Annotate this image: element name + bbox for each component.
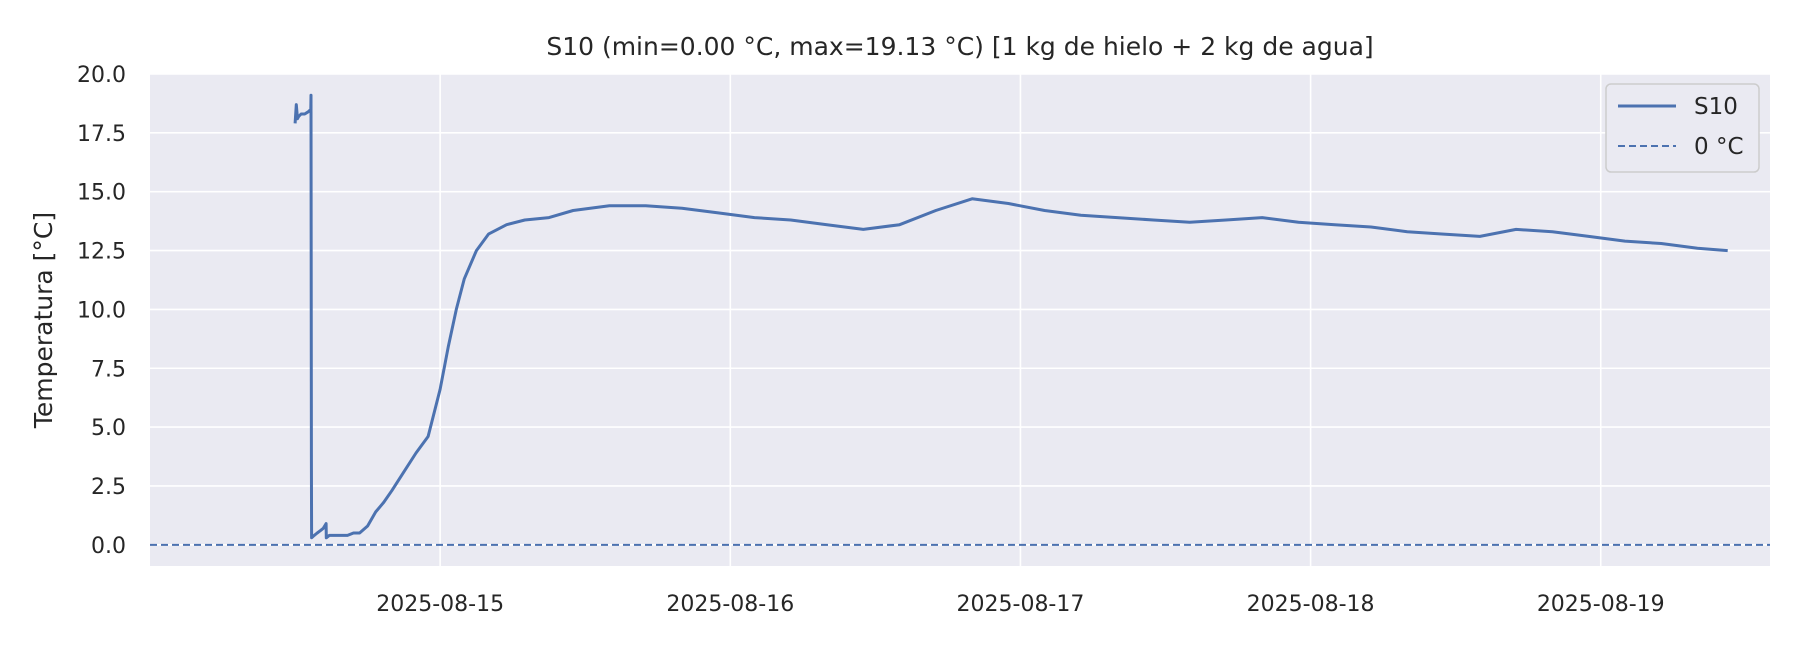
y-tick-label: 20.0: [77, 63, 126, 88]
x-tick-label: 2025-08-17: [957, 592, 1085, 617]
series-layer: [150, 93, 1770, 546]
y-tick-label: 0.0: [91, 534, 126, 559]
plot-area: [150, 74, 1770, 566]
x-tick-label: 2025-08-18: [1247, 592, 1375, 617]
y-tick-label: 15.0: [77, 181, 126, 206]
x-tick-labels: 2025-08-15 2025-08-16 2025-08-17 2025-08-18…: [376, 592, 1664, 617]
y-gridlines: [150, 73, 1770, 546]
legend-label-zero: 0 °C: [1694, 134, 1744, 160]
y-tick-label: 10.0: [77, 298, 126, 323]
x-tick-label: 2025-08-16: [666, 592, 794, 617]
legend: S10 0 °C: [1605, 83, 1760, 173]
y-tick-label: 17.5: [77, 122, 126, 147]
y-tick-label: 12.5: [77, 240, 126, 265]
x-tick-label: 2025-08-19: [1537, 592, 1665, 617]
legend-label-s10: S10: [1694, 94, 1738, 120]
y-tick-label: 2.5: [91, 475, 126, 500]
x-tick-label: 2025-08-15: [376, 592, 504, 617]
chart-title: S10 (min=0.00 °C, max=19.13 °C) [1 kg de…: [546, 32, 1373, 61]
y-tick-label: 7.5: [91, 357, 126, 382]
y-tick-labels: 0.0 2.5 5.0 7.5 10.0 12.5 15.0 17.5 20.0: [77, 63, 126, 559]
series-line-s10: [293, 93, 1728, 540]
x-gridlines: [439, 74, 1602, 566]
y-tick-label: 5.0: [91, 416, 126, 441]
y-axis-label: Temperatura [°C]: [29, 212, 58, 429]
